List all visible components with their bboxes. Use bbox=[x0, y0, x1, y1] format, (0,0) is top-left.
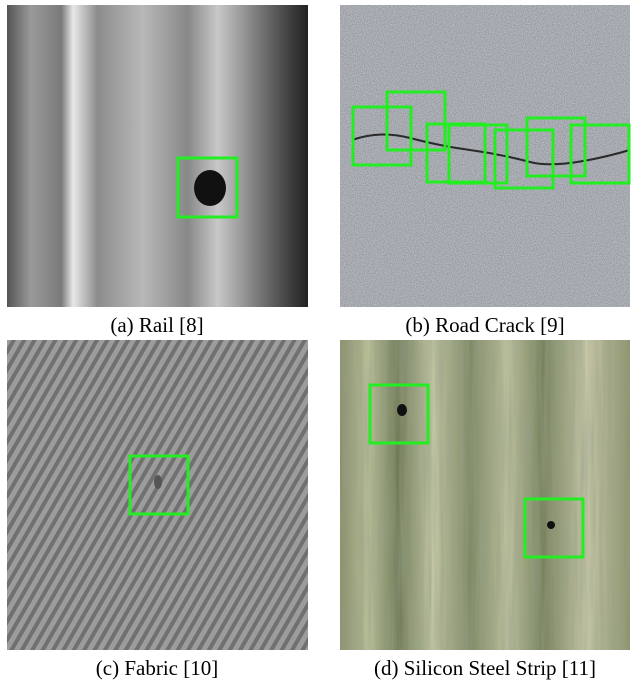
defect bbox=[194, 170, 226, 206]
caption: (b) Road Crack [9] bbox=[405, 313, 564, 337]
panel-road-crack: (b) Road Crack [9] bbox=[340, 5, 630, 337]
defect bbox=[154, 475, 162, 489]
caption: (c) Fabric [10] bbox=[96, 656, 218, 680]
panel-silicon-steel: (d) Silicon Steel Strip [11] bbox=[340, 340, 630, 680]
defect bbox=[397, 404, 407, 416]
image bbox=[7, 340, 308, 650]
page: (a) Rail [8] (b) Road Crack [9] (c) Fabr… bbox=[0, 0, 637, 688]
defect bbox=[547, 521, 555, 529]
caption: (a) Rail [8] bbox=[110, 313, 203, 337]
caption: (d) Silicon Steel Strip [11] bbox=[374, 656, 596, 680]
panel-fabric: (c) Fabric [10] bbox=[7, 340, 308, 680]
image bbox=[7, 5, 308, 307]
panel-rail: (a) Rail [8] bbox=[7, 5, 308, 337]
figure: (a) Rail [8] (b) Road Crack [9] (c) Fabr… bbox=[0, 0, 637, 688]
